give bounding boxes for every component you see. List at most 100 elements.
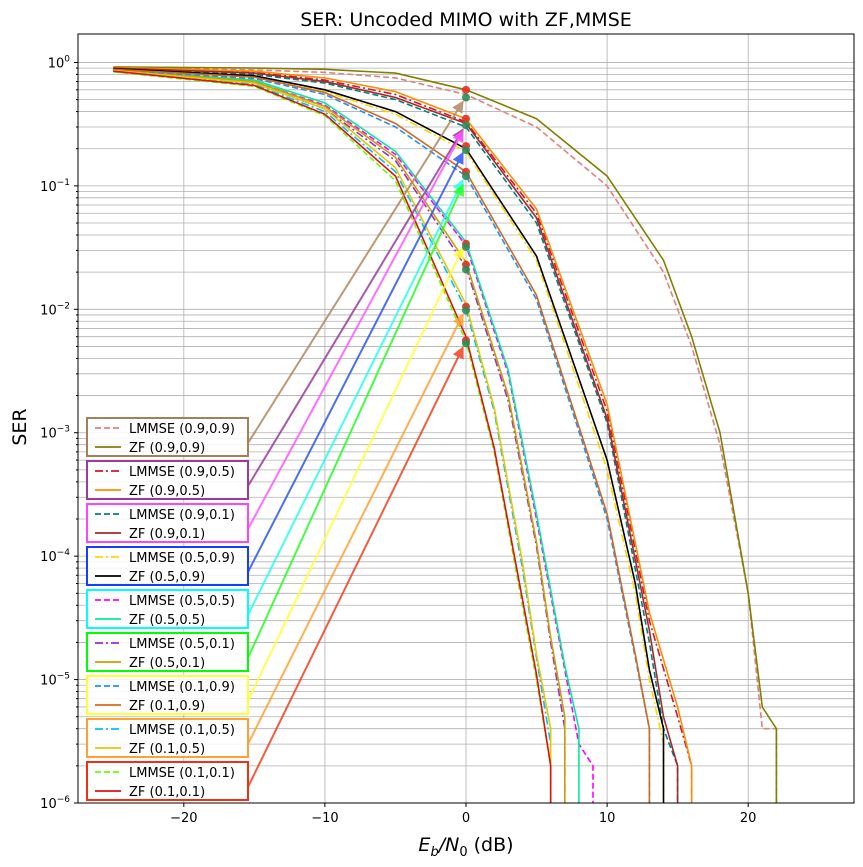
legend-label: ZF (0.9,0.9) <box>129 441 205 456</box>
series-line <box>113 69 580 803</box>
y-tick-base: 10 <box>48 56 65 71</box>
data-marker <box>462 306 470 315</box>
x-tick-label: 20 <box>740 811 757 826</box>
legend-box <box>86 718 249 758</box>
legend-label: ZF (0.1,0.1) <box>129 785 205 800</box>
series-line <box>113 66 693 803</box>
y-tick-label: 10−1 <box>40 178 70 195</box>
y-tick-base: 10 <box>40 797 57 812</box>
legend-box <box>86 589 249 629</box>
y-axis-label: SER <box>9 408 31 445</box>
legend-label: LMMSE (0.1,0.1) <box>129 766 235 781</box>
y-tick-base: 10 <box>40 303 57 318</box>
data-marker <box>462 85 470 94</box>
legend-label: ZF (0.1,0.9) <box>129 699 205 714</box>
legend-label: LMMSE (0.5,0.9) <box>129 551 235 566</box>
legend-arrows <box>247 100 464 788</box>
y-tick-label: 10−4 <box>40 548 70 565</box>
legend-label: LMMSE (0.1,0.9) <box>129 680 235 695</box>
chart-title: SER: Uncoded MIMO with ZF,MMSE <box>300 9 632 31</box>
data-marker <box>462 265 470 274</box>
legend-label: ZF (0.5,0.9) <box>129 570 205 585</box>
legend-label: LMMSE (0.5,0.1) <box>129 637 235 652</box>
series-line <box>113 68 679 803</box>
legend-label: ZF (0.9,0.5) <box>129 484 205 499</box>
y-tick-base: 10 <box>40 180 57 195</box>
legend-arrow <box>247 100 464 444</box>
y-tick-exponent: −2 <box>57 301 70 311</box>
series-line <box>113 68 665 803</box>
legend-label: LMMSE (0.1,0.5) <box>129 723 235 738</box>
x-axis-label-sub1: b <box>430 845 438 860</box>
y-tick-exponent: 0 <box>64 54 70 64</box>
y-tick-label: 10−3 <box>40 425 70 442</box>
legend-label: ZF (0.1,0.5) <box>129 742 205 757</box>
legend-box <box>86 503 249 543</box>
legend-label: LMMSE (0.9,0.1) <box>129 508 235 523</box>
data-marker <box>462 93 470 102</box>
legend-arrow <box>247 346 464 788</box>
y-tick-label: 100 <box>48 54 71 71</box>
y-tick-label: 10−2 <box>40 301 70 318</box>
y-tick-base: 10 <box>40 427 57 442</box>
series-line <box>113 69 552 803</box>
markers <box>462 85 470 348</box>
data-marker <box>462 121 470 130</box>
legend-label: LMMSE (0.5,0.5) <box>129 594 235 609</box>
data-marker <box>462 114 470 123</box>
y-tick-base: 10 <box>40 674 57 689</box>
y-tick-exponent: −4 <box>57 548 71 558</box>
data-marker <box>462 242 470 251</box>
series-line <box>113 67 665 803</box>
x-tick-label: 0 <box>462 811 470 826</box>
legend-label: ZF (0.5,0.1) <box>129 656 205 671</box>
y-tick-base: 10 <box>40 550 57 565</box>
legend: LMMSE (0.9,0.9) ZF (0.9,0.9) LMMSE (0.9,0.… <box>86 417 249 801</box>
series-line <box>113 67 679 803</box>
x-tick-label: −10 <box>311 811 338 826</box>
legend-box <box>86 761 249 801</box>
legend-label: ZF (0.5,0.5) <box>129 613 205 628</box>
data-marker <box>462 339 470 348</box>
y-tick-exponent: −5 <box>57 672 70 682</box>
legend-arrow <box>247 313 464 745</box>
x-tick-label: 10 <box>599 811 616 826</box>
legend-arrow <box>247 129 464 530</box>
series-line <box>113 70 552 803</box>
x-axis-label-mid: /N <box>437 834 460 856</box>
legend-box <box>86 460 249 500</box>
x-axis-label-sub2: 0 <box>459 845 467 860</box>
legend-arrow <box>247 183 464 659</box>
x-tick-label: −20 <box>170 811 197 826</box>
legend-label: ZF (0.9,0.1) <box>129 527 205 542</box>
legend-label: LMMSE (0.9,0.9) <box>129 422 235 437</box>
data-marker <box>462 172 470 181</box>
series-line <box>113 70 552 803</box>
y-tick-exponent: −6 <box>57 795 71 805</box>
legend-box <box>86 417 249 457</box>
legend-box <box>86 632 249 672</box>
x-axis-label-unit: (dB) <box>468 834 514 856</box>
legend-box <box>86 675 249 715</box>
series-lines <box>113 66 778 803</box>
legend-arrow <box>247 151 464 573</box>
series-line <box>113 69 566 803</box>
y-tick-label: 10−5 <box>40 672 70 689</box>
y-tick-exponent: −3 <box>57 425 70 435</box>
y-tick-exponent: −1 <box>57 178 70 188</box>
series-line <box>113 67 693 803</box>
data-marker <box>462 146 470 155</box>
y-tick-label: 10−6 <box>40 795 70 812</box>
legend-arrow <box>247 179 464 616</box>
series-line <box>113 68 651 803</box>
legend-arrow <box>247 128 464 487</box>
series-line <box>113 67 778 803</box>
series-line <box>113 66 778 803</box>
legend-label: LMMSE (0.9,0.5) <box>129 465 235 480</box>
x-axis-label-main: E <box>418 834 430 856</box>
legend-box <box>86 546 249 586</box>
legend-arrow <box>247 246 464 702</box>
x-axis-label: Eb/N0 (dB) <box>418 834 513 860</box>
